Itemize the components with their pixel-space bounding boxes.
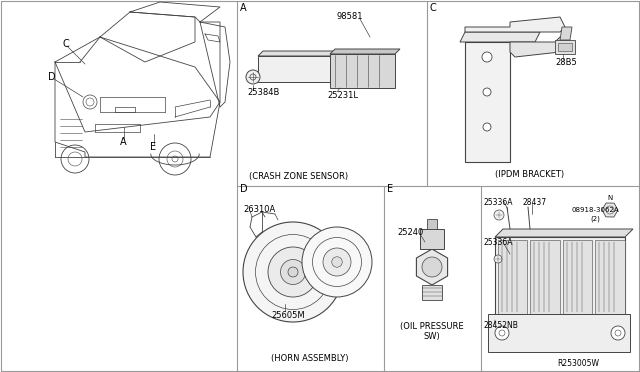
Bar [498,240,527,314]
Polygon shape [427,219,437,229]
Text: 98581: 98581 [337,12,364,20]
Text: R253005W: R253005W [557,359,599,369]
Polygon shape [460,32,540,42]
Text: 25336A: 25336A [484,237,513,247]
Text: N: N [607,195,612,201]
Text: 25231L: 25231L [327,90,358,99]
Text: C: C [62,39,68,49]
Bar [595,240,625,314]
Polygon shape [258,56,330,82]
Polygon shape [417,249,447,285]
Circle shape [483,123,491,131]
Polygon shape [465,42,510,162]
Text: C: C [430,3,436,13]
Text: 08918-3062A: 08918-3062A [572,207,620,213]
Circle shape [243,222,343,322]
Text: (OIL PRESSURE: (OIL PRESSURE [400,321,464,330]
Text: (IPDM BRACKET): (IPDM BRACKET) [495,170,564,179]
Circle shape [482,52,492,62]
Text: D: D [240,184,248,194]
Circle shape [494,255,502,263]
Text: A: A [240,3,246,13]
Circle shape [246,70,260,84]
Circle shape [494,210,504,220]
Circle shape [495,326,509,340]
Circle shape [302,227,372,297]
Text: 25240: 25240 [397,228,423,237]
Circle shape [483,88,491,96]
Polygon shape [495,229,633,237]
FancyBboxPatch shape [488,314,630,352]
Circle shape [332,257,342,267]
Circle shape [323,248,351,276]
Text: (CRASH ZONE SENSOR): (CRASH ZONE SENSOR) [250,171,349,180]
Text: E: E [387,184,393,194]
Text: E: E [150,142,156,152]
Text: 25384B: 25384B [247,87,280,96]
FancyBboxPatch shape [495,237,625,317]
Polygon shape [465,17,565,32]
Circle shape [268,247,318,297]
Text: SW): SW) [424,331,440,340]
Text: D: D [48,72,56,82]
Polygon shape [330,54,395,88]
Polygon shape [560,27,572,40]
Text: 28437: 28437 [523,198,547,206]
Circle shape [611,326,625,340]
Circle shape [280,260,305,285]
Circle shape [422,257,442,277]
Text: 25336A: 25336A [484,198,513,206]
Polygon shape [258,51,335,56]
Circle shape [288,267,298,277]
Text: 26310A: 26310A [243,205,275,214]
Bar [558,43,572,51]
Text: (2): (2) [590,216,600,222]
Bar [531,240,560,314]
Polygon shape [422,285,442,300]
Text: (HORN ASSEMBLY): (HORN ASSEMBLY) [271,353,349,362]
Text: 25605M: 25605M [271,311,305,320]
Bar [563,240,593,314]
Polygon shape [420,229,444,249]
Polygon shape [330,49,400,54]
Text: A: A [120,137,127,147]
Polygon shape [510,37,565,57]
Text: 28B5: 28B5 [555,58,577,67]
Polygon shape [555,40,575,54]
Text: 28452NB: 28452NB [484,321,519,330]
